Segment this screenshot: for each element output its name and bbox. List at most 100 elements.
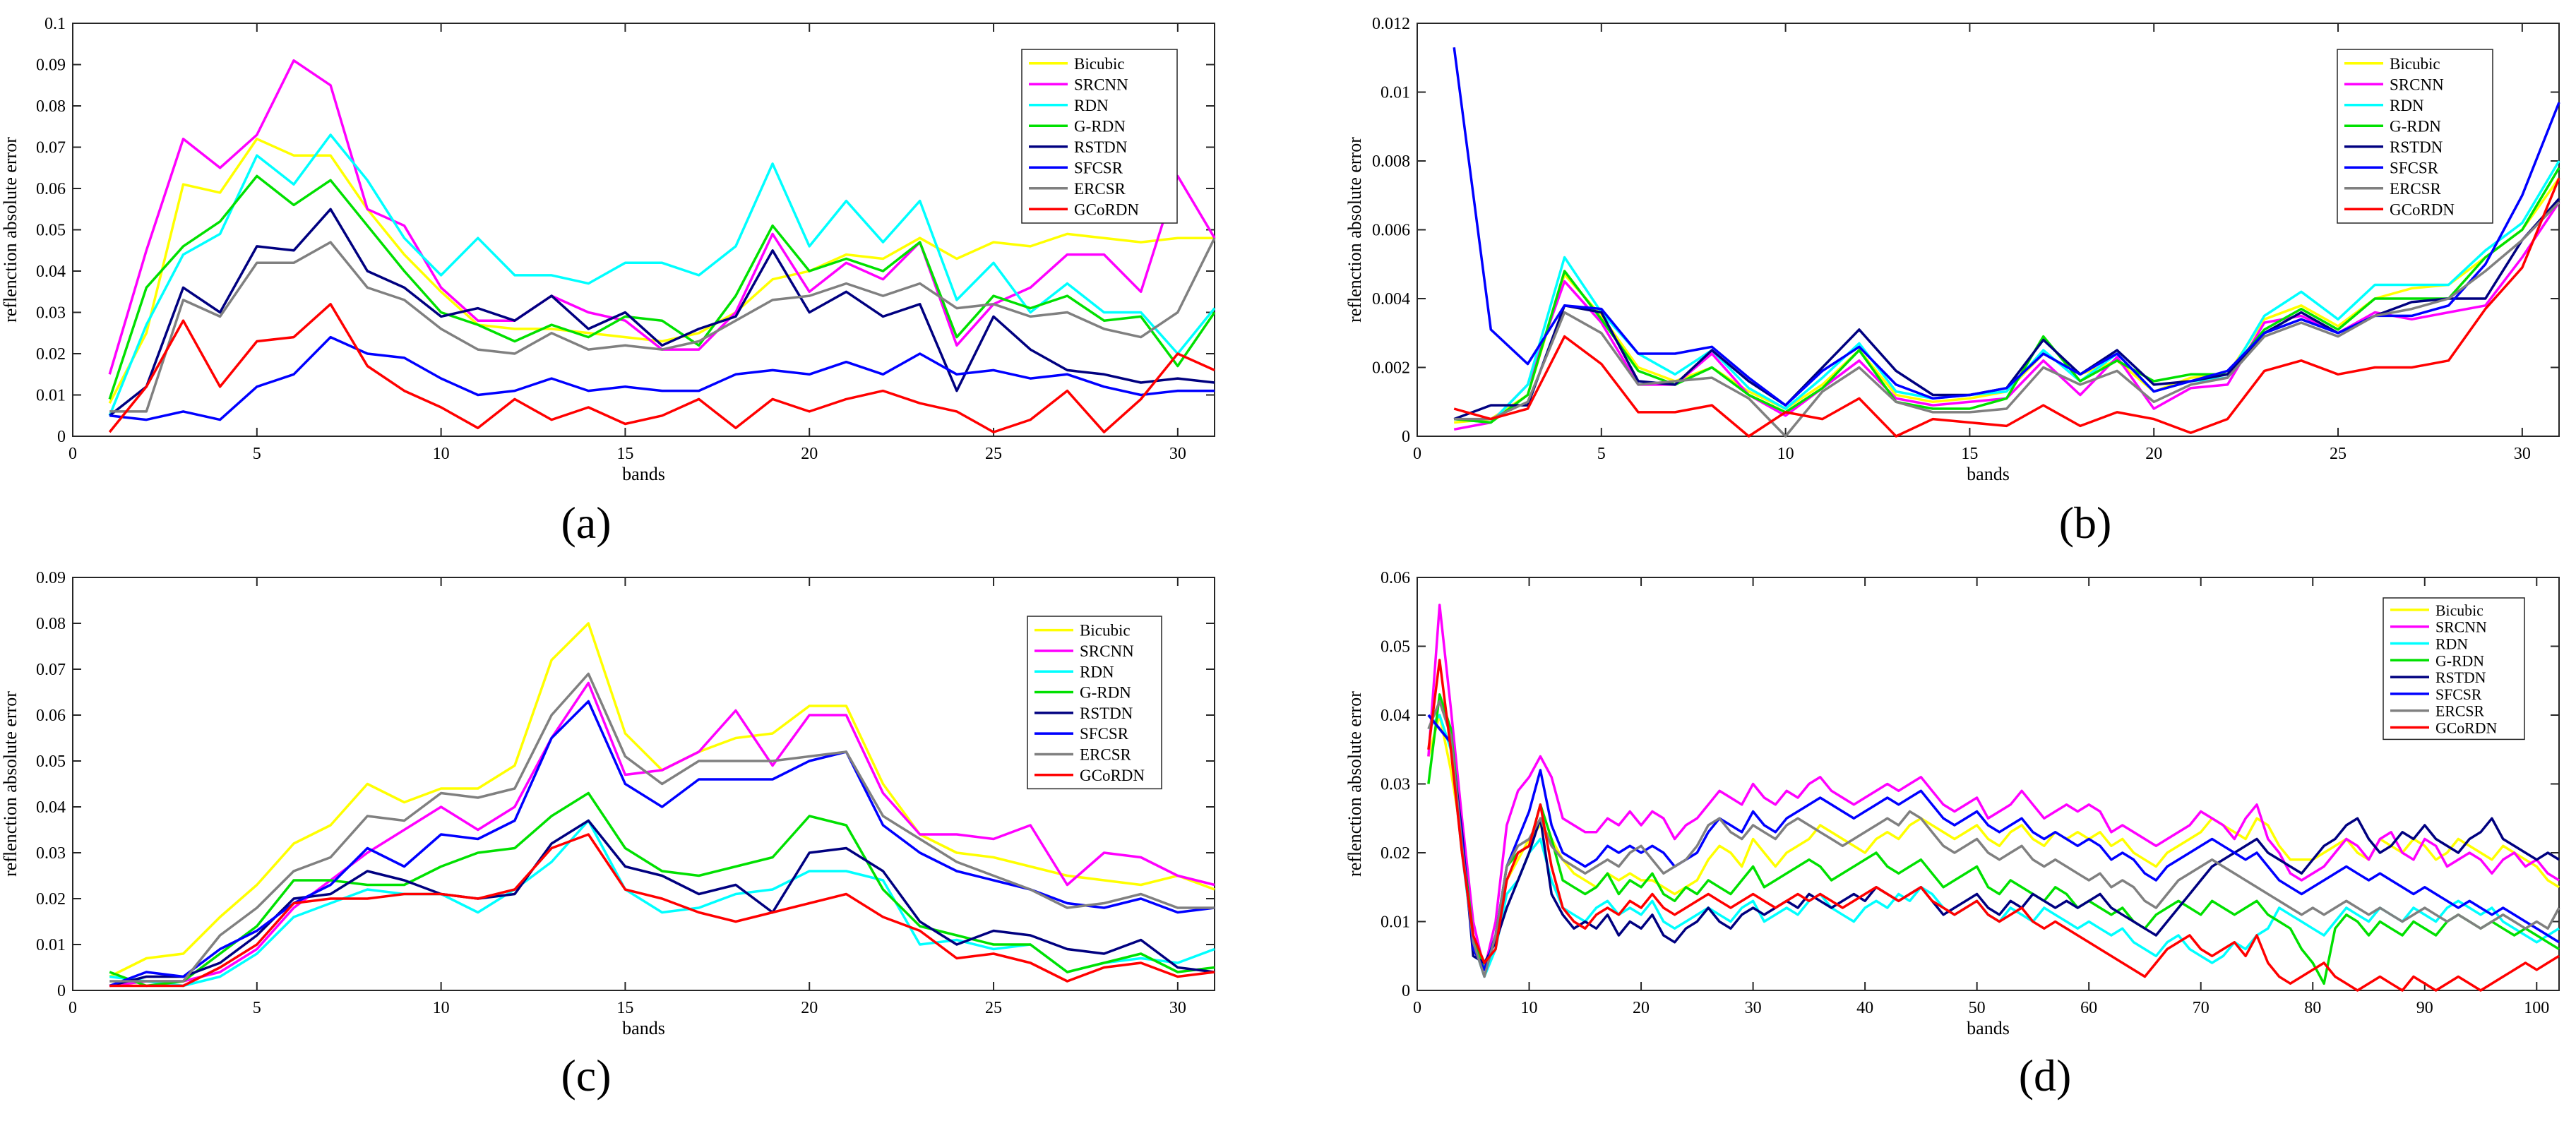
y-tick-label: 0.04 (36, 798, 66, 817)
y-tick-label: 0.04 (36, 263, 66, 281)
legend-label: SFCSR (2390, 159, 2439, 176)
legend-label: SFCSR (1074, 159, 1123, 176)
series-line-gcordn (1427, 659, 2560, 992)
legend-label: SFCSR (1080, 725, 1129, 743)
y-tick-label: 0.07 (36, 139, 66, 157)
y-tick-label: 0.04 (1381, 707, 1410, 725)
legend-box (1027, 616, 1162, 790)
x-tick-label: 100 (2524, 999, 2549, 1017)
y-tick-label: 0.03 (36, 844, 66, 863)
x-tick-label: 15 (616, 999, 633, 1017)
x-tick-label: 0 (1413, 999, 1421, 1017)
panel-label: (d) (2019, 1050, 2072, 1101)
y-tick-label: 0.09 (36, 56, 66, 75)
legend-label: RDN (2435, 636, 2468, 653)
y-tick-label: 0.05 (1381, 638, 1410, 657)
legend-label: RDN (2390, 97, 2424, 114)
legend-box (2337, 49, 2493, 224)
x-tick-label: 10 (1521, 999, 1538, 1017)
series-line-ercsr (1454, 201, 2560, 438)
x-axis-label: bands (1967, 1018, 2010, 1038)
legend-label: Bicubic (1074, 55, 1125, 73)
x-tick-label: 80 (2304, 999, 2321, 1017)
x-tick-label: 5 (253, 999, 261, 1017)
plot-area (72, 577, 1215, 991)
y-axis-label: reflenction absolute error (0, 137, 20, 323)
legend-label: RSTDN (1074, 138, 1128, 156)
legend-label: ERCSR (1080, 745, 1132, 763)
x-tick-label: 30 (1169, 445, 1186, 463)
series-line-g-rdn (1454, 167, 2560, 424)
series-line-ercsr (109, 237, 1216, 413)
legend-label: Bicubic (1080, 622, 1131, 640)
legend-label: SRCNN (1074, 76, 1128, 93)
series-line-ercsr (109, 672, 1215, 983)
series-line-bicubic (108, 138, 1215, 404)
y-tick-label: 0.002 (1372, 359, 1410, 378)
series-line-rstdn (109, 819, 1215, 988)
series-line-ercsr (1427, 700, 2560, 978)
y-tick-label: 0.1 (44, 15, 66, 33)
x-tick-label: 10 (1777, 445, 1794, 463)
legend-label: SRCNN (2390, 76, 2444, 93)
x-axis-label: bands (622, 464, 665, 484)
y-tick-label: 0.01 (36, 936, 66, 954)
y-tick-label: 0.012 (1372, 15, 1410, 33)
y-tick-label: 0 (1402, 982, 1410, 1000)
legend-label: Bicubic (2435, 602, 2483, 619)
y-tick-label: 0.004 (1372, 290, 1410, 308)
y-tick-label: 0.03 (36, 304, 66, 323)
y-tick-label: 0.08 (36, 615, 66, 633)
y-tick-label: 0.006 (1372, 222, 1410, 240)
x-axis-label: bands (622, 1018, 665, 1038)
x-tick-label: 20 (801, 999, 818, 1017)
x-tick-label: 10 (433, 999, 450, 1017)
chart-panel-3: 0 5 10 15 20 25 30 0 0.01 0.02 0.03 0.04 0.05 0.06 0.0… (0, 569, 1215, 1101)
y-axis-label: reflenction absolute error (0, 691, 20, 877)
legend-label: ERCSR (2435, 703, 2485, 720)
chart-panel-4: 0 10 20 30 40 50 60 70 80 90 100 0 0.01 0.02 0.03 0.04 0… (1344, 569, 2560, 1101)
x-tick-label: 20 (1633, 999, 1650, 1017)
legend-label: RDN (1074, 97, 1109, 114)
series-line-gcordn (1453, 177, 2560, 438)
legend-box (2383, 597, 2525, 741)
legend-label: G-RDN (2390, 117, 2441, 135)
series-line-g-rdn (108, 174, 1216, 400)
y-tick-label: 0 (1402, 428, 1410, 446)
x-tick-label: 30 (1745, 999, 1762, 1017)
legend-label: G-RDN (2435, 652, 2484, 669)
y-axis-label: reflenction absolute error (1344, 137, 1365, 323)
x-tick-label: 50 (1969, 999, 1986, 1017)
y-tick-label: 0.06 (36, 180, 66, 198)
x-tick-label: 70 (2193, 999, 2210, 1017)
legend-label: G-RDN (1074, 117, 1126, 135)
legend-label: SRCNN (1080, 642, 1134, 660)
panel-label: (b) (2059, 498, 2112, 548)
legend-label: ERCSR (1074, 180, 1126, 198)
series-line-g-rdn (109, 791, 1215, 988)
x-tick-label: 30 (2514, 445, 2531, 463)
legend-label: GCoRDN (1080, 767, 1145, 784)
chart-panel-1: 0 5 10 15 20 25 30 0 0.01 0.02 0.03 0.04 0.05 0.06 0.0… (0, 15, 1216, 548)
x-tick-label: 15 (616, 445, 633, 463)
y-tick-label: 0.008 (1372, 152, 1410, 171)
x-tick-label: 60 (2080, 999, 2097, 1017)
y-tick-label: 0.09 (36, 569, 66, 587)
x-tick-label: 0 (68, 999, 77, 1017)
y-tick-label: 0.01 (36, 387, 66, 405)
legend-label: G-RDN (1080, 684, 1131, 702)
panel-label: (a) (561, 498, 611, 548)
x-tick-label: 15 (1961, 445, 1978, 463)
legend-label: SRCNN (2435, 619, 2487, 636)
x-tick-label: 0 (1413, 445, 1421, 463)
series-line-gcordn (109, 833, 1215, 988)
panel-label: (c) (561, 1050, 611, 1101)
y-axis-label: reflenction absolute error (1344, 691, 1365, 877)
series-line-rstdn (1427, 714, 2560, 964)
series-line-g-rdn (1427, 693, 2560, 985)
x-tick-label: 5 (1597, 445, 1606, 463)
y-tick-label: 0.02 (36, 345, 66, 364)
y-tick-label: 0.07 (36, 661, 66, 679)
